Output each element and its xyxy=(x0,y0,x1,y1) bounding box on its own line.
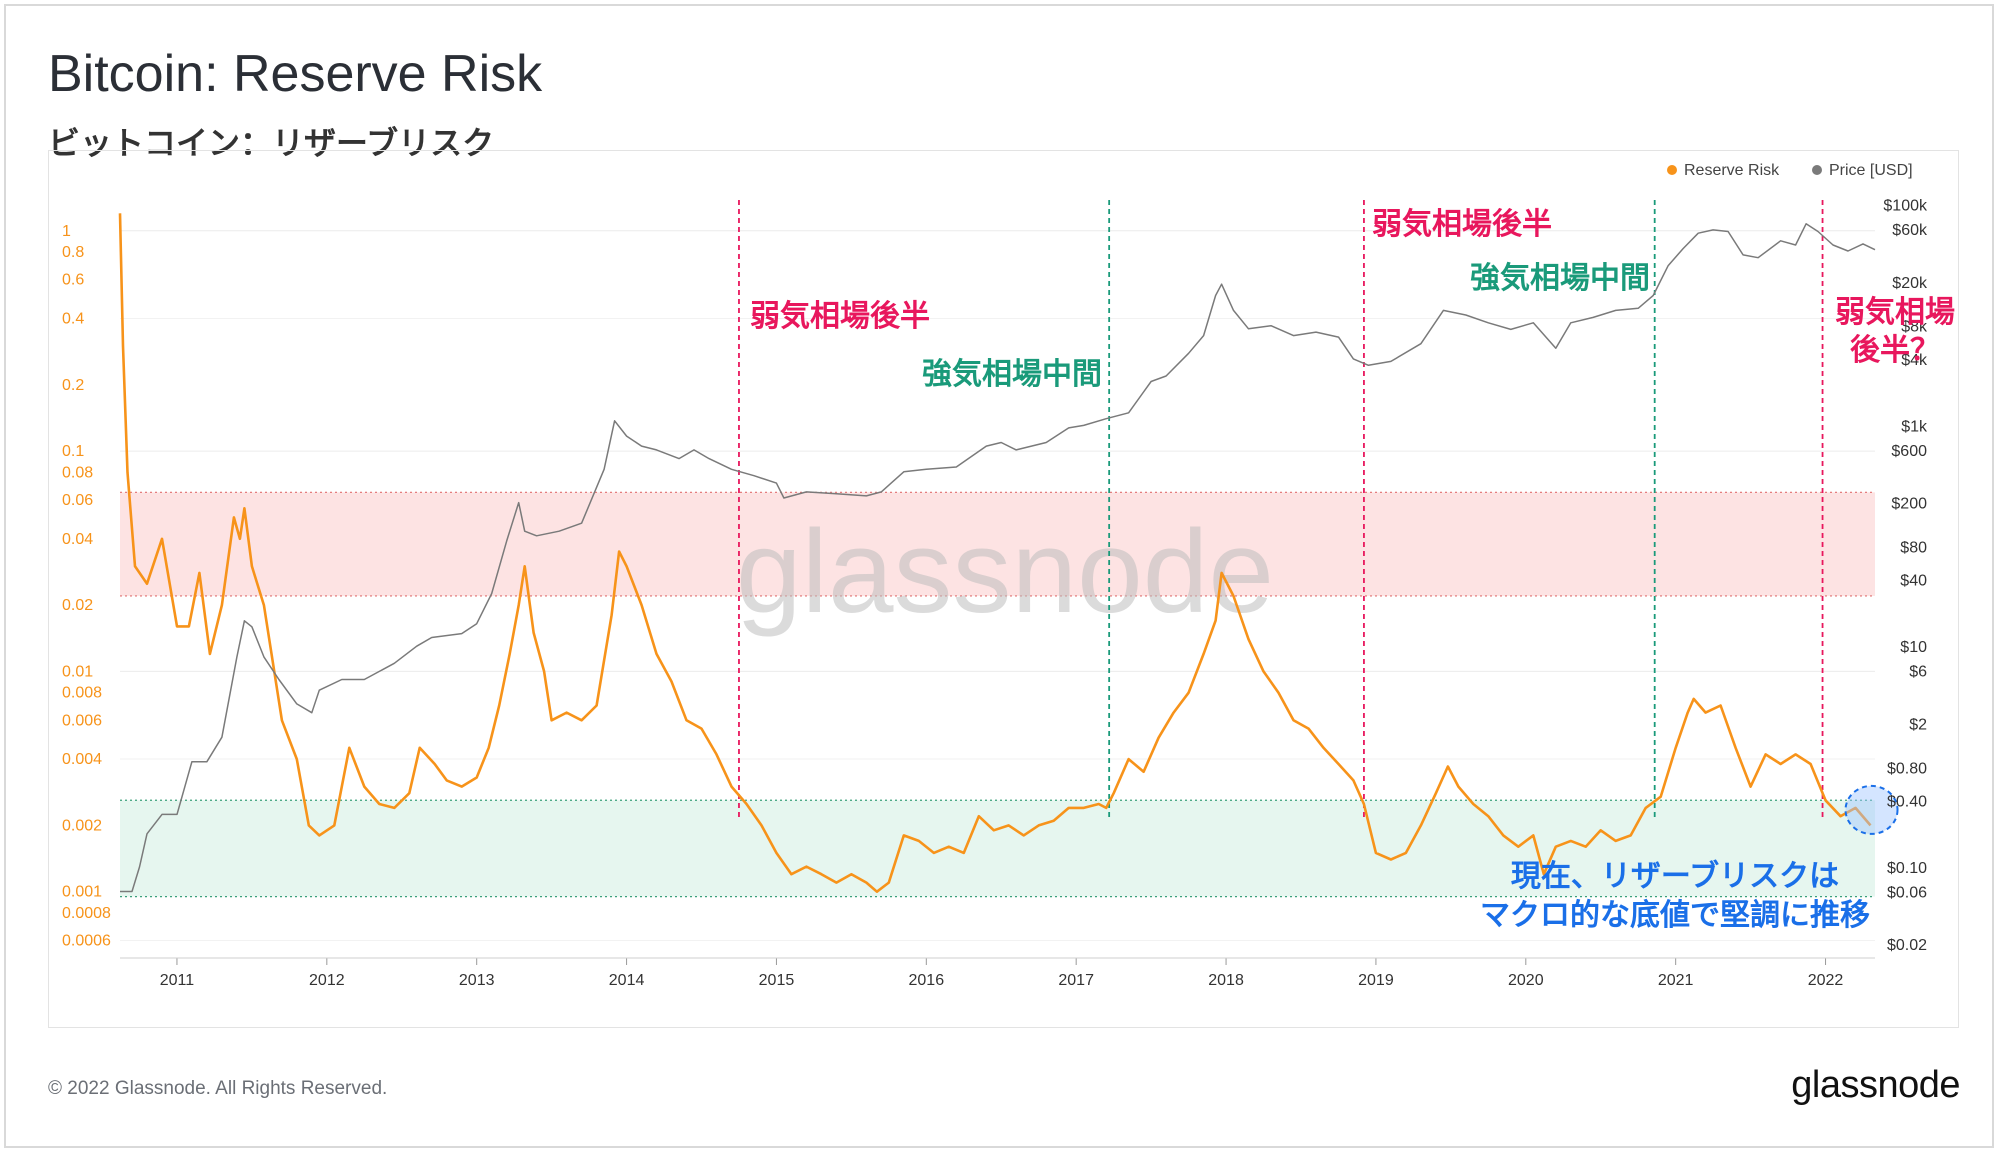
page-title: Bitcoin: Reserve Risk xyxy=(48,45,543,103)
right-tick-label: $0.80 xyxy=(1887,760,1927,777)
x-tick-label: 2013 xyxy=(459,972,495,989)
right-tick-label: $6 xyxy=(1909,664,1927,681)
page-subtitle: ビットコイン：リザーブリスク xyxy=(48,124,495,162)
right-tick-label: $0.06 xyxy=(1887,885,1927,902)
left-tick-label: 0.004 xyxy=(62,751,102,768)
left-tick-label: 0.02 xyxy=(62,597,93,614)
left-tick-label: 0.8 xyxy=(62,244,84,261)
chart-container xyxy=(48,150,1959,1028)
current-annotation-line2: マクロ的な底値で堅調に推移 xyxy=(1480,898,1870,933)
right-tick-label: $100k xyxy=(1883,198,1928,215)
vline-label-3: 強気相場中間 xyxy=(1470,261,1650,296)
x-tick-label: 2015 xyxy=(759,972,795,989)
left-tick-label: 0.08 xyxy=(62,464,93,481)
x-tick-label: 2018 xyxy=(1208,972,1244,989)
right-tick-label: $60k xyxy=(1892,222,1928,239)
left-tick-label: 0.002 xyxy=(62,817,102,834)
reserve-risk-series-line xyxy=(118,213,1872,894)
legend-label-0: Reserve Risk xyxy=(1684,162,1780,179)
current-highlight-circle xyxy=(1844,784,1899,835)
right-tick-label: $10 xyxy=(1900,639,1927,656)
left-tick-label: 0.06 xyxy=(62,492,93,509)
right-tick-label: $40 xyxy=(1900,573,1927,590)
left-tick-label: 0.4 xyxy=(62,310,84,327)
right-tick-label: $600 xyxy=(1891,443,1927,460)
right-tick-label: $1k xyxy=(1901,418,1928,435)
right-tick-label: $8k xyxy=(1901,319,1928,336)
left-tick-label: 0.2 xyxy=(62,377,84,394)
vline-label-line2: 後半？ xyxy=(1850,333,1940,368)
legend-marker-0 xyxy=(1667,165,1677,175)
right-tick-label: $2 xyxy=(1909,716,1927,733)
legend-label-1: Price [USD] xyxy=(1829,162,1913,179)
legend-marker-1 xyxy=(1812,165,1822,175)
x-tick-label: 2014 xyxy=(609,972,645,989)
watermark: glassnode xyxy=(736,506,1274,638)
left-tick-label: 1 xyxy=(62,223,71,240)
x-tick-label: 2011 xyxy=(160,972,195,989)
price-series-line xyxy=(120,223,1876,893)
x-tick-label: 2021 xyxy=(1658,972,1694,989)
vline-label-2: 弱気相場後半 xyxy=(1372,207,1552,242)
left-tick-label: 0.008 xyxy=(62,685,102,702)
band-0 xyxy=(120,492,1875,596)
copyright-text: © 2022 Glassnode. All Rights Reserved. xyxy=(48,1078,388,1099)
left-tick-label: 0.01 xyxy=(62,663,93,680)
vline-label-0: 弱気相場後半 xyxy=(750,299,930,334)
left-tick-label: 0.6 xyxy=(62,272,84,289)
left-tick-label: 0.04 xyxy=(62,531,93,548)
right-tick-label: $20k xyxy=(1892,275,1928,292)
left-tick-label: 0.0006 xyxy=(62,933,111,950)
right-tick-label: $0.02 xyxy=(1887,937,1927,954)
right-tick-label: $80 xyxy=(1900,540,1927,557)
x-tick-label: 2017 xyxy=(1058,972,1094,989)
x-tick-label: 2016 xyxy=(909,972,945,989)
right-tick-label: $200 xyxy=(1891,496,1927,513)
x-tick-label: 2019 xyxy=(1358,972,1394,989)
left-tick-label: 0.001 xyxy=(62,884,102,901)
x-tick-label: 2020 xyxy=(1508,972,1544,989)
glassnode-logo[interactable]: glassnode xyxy=(1791,1064,1960,1106)
left-tick-label: 0.0008 xyxy=(62,905,111,922)
current-annotation-line1: 現在、リザーブリスクは xyxy=(1511,859,1839,894)
band-1 xyxy=(120,800,1875,897)
left-tick-label: 0.006 xyxy=(62,712,102,729)
vline-label-line1: 弱気相場 xyxy=(1835,295,1955,330)
right-tick-label: $0.40 xyxy=(1887,794,1927,811)
vline-label-1: 強気相場中間 xyxy=(922,357,1102,392)
x-tick-label: 2022 xyxy=(1808,972,1844,989)
right-tick-label: $4k xyxy=(1901,352,1928,369)
x-tick-label: 2012 xyxy=(309,972,345,989)
right-tick-label: $0.10 xyxy=(1887,860,1927,877)
left-tick-label: 0.1 xyxy=(62,443,84,460)
